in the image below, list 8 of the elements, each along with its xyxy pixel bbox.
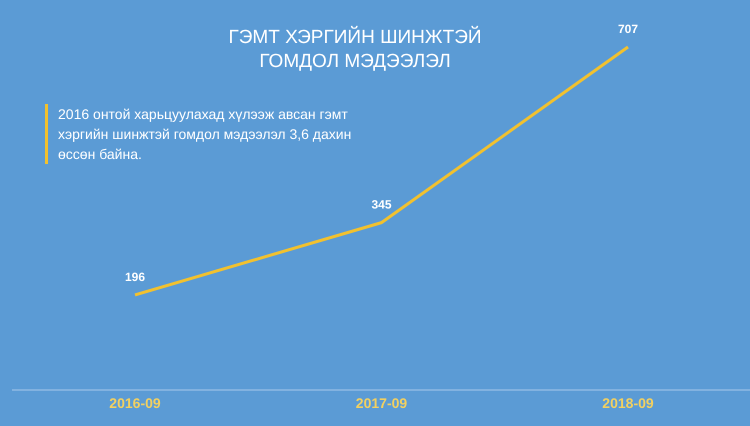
- annotation: 2016 онтой харьцуулахад хүлээж авсан гэмт хэргийн шинжтэй гомдол мэдээлэл 3,6 дахин өссөн байна.: [45, 104, 368, 164]
- data-label: 345: [371, 198, 392, 212]
- x-tick-label: 2017-09: [356, 394, 408, 411]
- chart-title: ГЭМТ ХЭРГИЙН ШИНЖТЭЙ ГОМДОЛ МЭДЭЭЛЭЛ: [227, 26, 483, 74]
- x-tick-label: 2016-09: [109, 394, 161, 411]
- data-label: 707: [618, 22, 638, 36]
- x-tick-label: 2018-09: [602, 394, 654, 411]
- data-label: 196: [124, 270, 146, 284]
